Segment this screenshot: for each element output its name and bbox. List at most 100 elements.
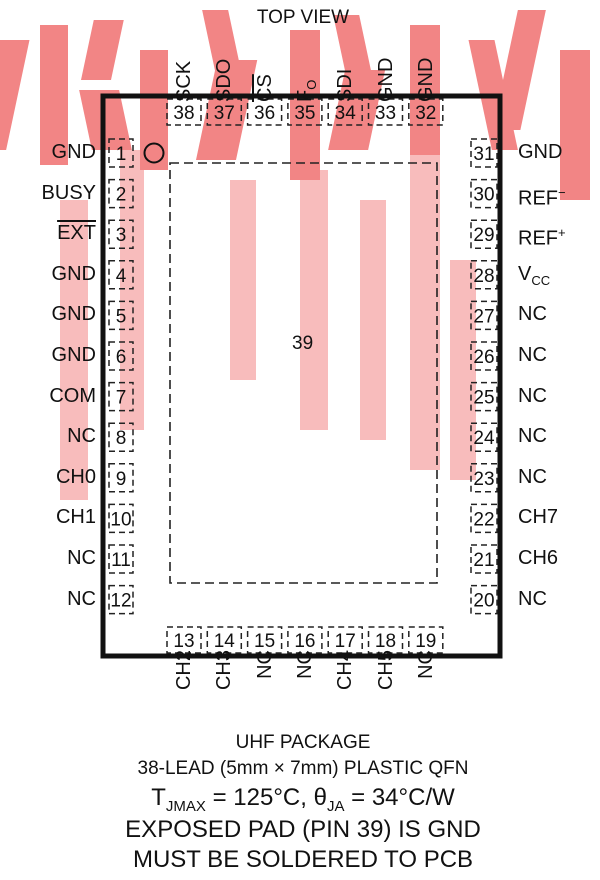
right-pin-28-number: 28 [473, 266, 494, 287]
pin-name-text: BUSY [41, 181, 96, 204]
bottom-pin-19-name: NC [415, 650, 437, 730]
left-pin-5-box [108, 300, 134, 331]
pin-name-text: F [293, 89, 316, 102]
left-pin-12-number: 12 [110, 591, 131, 612]
bottom-pin-18-name: CH5 [374, 650, 397, 730]
left-pin-6-number: 6 [116, 347, 127, 368]
pin-name-text: GND [51, 262, 96, 285]
pin-name-text: NC [518, 425, 547, 448]
pin-name-text: SCK [173, 60, 195, 102]
left-pin-4-name: GND [0, 264, 96, 284]
pin-name-text: NC [67, 547, 96, 569]
theta-symbol: θ [313, 784, 327, 811]
pin-name-text: CH4 [334, 650, 357, 691]
package-outline [100, 93, 503, 659]
right-pin-28-name: VCC [518, 264, 550, 291]
pin-name-superscript: − [558, 184, 566, 200]
left-pin-7-name: COM [0, 386, 96, 406]
theta-subscript: JA [326, 797, 345, 815]
tjmax-value: = 125°C, [205, 784, 314, 811]
left-pin-5-name: GND [0, 304, 96, 324]
left-pin-8-number: 8 [116, 428, 127, 449]
right-pin-27-box [470, 300, 498, 331]
left-pin-11-box [108, 544, 134, 574]
bottom-pin-16-number: 16 [294, 631, 315, 652]
right-pin-29-name: REF+ [518, 223, 566, 249]
pin-name-text: GND [51, 141, 96, 163]
pin-name-text: GND [374, 57, 397, 102]
top-pin-35-name: FO [293, 22, 322, 102]
bottom-pin-14-number: 14 [214, 631, 236, 652]
right-pin-25-box [470, 381, 498, 412]
pin-name-text: SDI [334, 68, 357, 102]
left-pin-1-box [108, 138, 134, 168]
bottom-pin-13-name: CH2 [173, 650, 195, 730]
top-pin-37-number: 37 [214, 103, 235, 124]
right-pin-27-number: 27 [473, 306, 494, 327]
caption-package: UHF PACKAGE [235, 732, 371, 753]
pin-name-text: GND [414, 57, 437, 102]
bottom-pin-17-name: CH4 [334, 650, 357, 730]
right-pin-23-name: NC [518, 467, 547, 487]
left-pin-7-box [108, 381, 134, 412]
bottom-pin-15-number: 15 [254, 631, 275, 652]
top-pin-38-number: 38 [173, 103, 194, 124]
right-pin-26-number: 26 [473, 347, 494, 368]
pin-name-text: NC [518, 587, 547, 610]
right-pin-22-box [470, 503, 498, 534]
bottom-pin-13-number: 13 [173, 631, 194, 652]
pin-name-text: CH7 [518, 506, 559, 529]
pin-name-subscript: CC [531, 272, 551, 288]
pin-name-text: NC [518, 384, 547, 407]
caption-lead: 38-LEAD (5mm × 7mm) PLASTIC QFN [137, 758, 469, 779]
left-pin-3-name: EXT [0, 223, 96, 243]
top-pin-34-number: 34 [335, 103, 357, 124]
pin-name-text: CH0 [55, 465, 96, 488]
left-pin-9-box [108, 463, 134, 493]
pin-name-superscript: + [558, 225, 566, 241]
right-pin-31-name: GND [518, 142, 562, 162]
theta-value: = 34°C/W [344, 784, 455, 811]
left-pin-5-number: 5 [116, 306, 127, 327]
top-pin-35-number: 35 [294, 103, 315, 124]
pin-name-text: CH5 [374, 650, 397, 691]
right-pin-22-name: CH7 [518, 507, 558, 527]
bottom-pin-19-number: 19 [415, 631, 436, 652]
right-pin-23-number: 23 [473, 469, 494, 490]
right-pin-21-number: 21 [473, 550, 494, 571]
pin-name-text: EXT [57, 222, 96, 245]
pin-name-subscript: O [303, 79, 319, 90]
pin1-indicator [143, 142, 165, 164]
left-pin-2-number: 2 [116, 185, 127, 206]
tjmax-symbol: T [151, 784, 166, 811]
pin-name-text: GND [51, 344, 96, 366]
bottom-pin-14-name: CH3 [213, 650, 236, 730]
caption-solder: MUST BE SOLDERED TO PCB [132, 846, 474, 873]
right-pin-26-name: NC [518, 345, 547, 365]
left-pin-2-box [108, 178, 134, 209]
right-pin-23-box [470, 463, 498, 493]
pins-layer: 1234567891011123130292827262524232221203… [108, 98, 498, 654]
left-pin-1-number: 1 [116, 144, 127, 165]
pin-name-text: NC [67, 587, 96, 610]
top-pin-36-number: 36 [254, 103, 275, 124]
caption-thermal: TJMAX = 125°C, θJA = 34°C/W [0, 784, 600, 821]
right-pin-26-box [470, 341, 498, 371]
bottom-pin-18-number: 18 [375, 631, 396, 652]
left-pin-11-name: NC [0, 548, 96, 568]
right-pin-24-number: 24 [473, 428, 495, 449]
right-pin-25-number: 25 [473, 388, 494, 409]
right-pin-29-box [470, 219, 498, 249]
exposed-pad [169, 162, 438, 584]
right-pin-21-name: CH6 [518, 548, 558, 568]
right-pin-27-name: NC [518, 304, 547, 324]
top-pin-37-name: SDO [213, 22, 236, 102]
right-pin-30-box [470, 178, 498, 209]
left-pin-4-number: 4 [116, 266, 127, 287]
pin-name-text: CH3 [213, 650, 236, 691]
view-label: TOP VIEW [256, 7, 350, 28]
right-pin-31-number: 31 [473, 144, 494, 165]
left-pin-10-number: 10 [110, 509, 131, 530]
right-pin-25-name: NC [518, 386, 547, 406]
pin-name-text: SDO [213, 58, 236, 102]
